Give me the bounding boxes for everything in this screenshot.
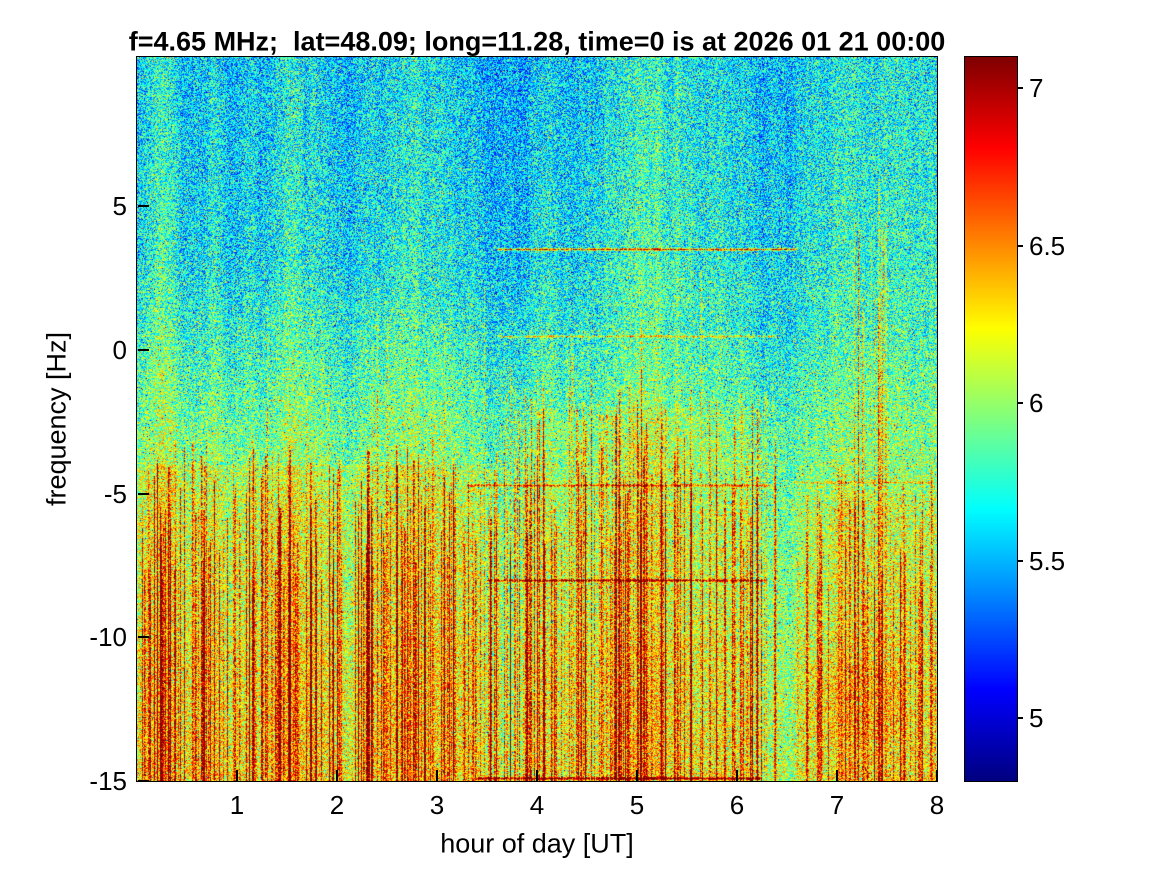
y-tick-label: 0 <box>112 335 127 366</box>
colorbar-tick-label: 6 <box>1029 388 1044 419</box>
x-tick-mark <box>236 770 238 781</box>
y-tick-label: -10 <box>89 622 127 653</box>
x-tick-label: 4 <box>529 790 545 820</box>
x-tick-mark <box>736 770 738 781</box>
colorbar-tick-mark <box>1017 87 1023 90</box>
x-tick-mark <box>436 770 438 781</box>
colorbar-tick-label: 5 <box>1029 703 1044 734</box>
colorbar-tick-mark <box>1017 402 1023 405</box>
x-axis-label: hour of day [UT] <box>440 828 634 859</box>
y-tick-label: 5 <box>112 191 127 222</box>
x-tick-label: 3 <box>429 790 445 820</box>
colorbar-tick-label: 5.5 <box>1029 545 1066 576</box>
x-tick-label: 7 <box>829 790 845 820</box>
x-tick-mark <box>836 770 838 781</box>
x-tick-mark <box>336 770 338 781</box>
x-tick-label: 8 <box>929 790 945 820</box>
colorbar-tick-label: 7 <box>1029 73 1044 104</box>
x-tick-mark <box>536 770 538 781</box>
x-tick-label: 1 <box>229 790 245 820</box>
y-tick-label: -5 <box>103 478 127 509</box>
y-tick-label: -15 <box>89 766 127 796</box>
colorbar <box>964 56 1018 782</box>
chart-title: f=4.65 MHz; lat=48.09; long=11.28, time=… <box>128 26 946 57</box>
x-tick-label: 2 <box>329 790 345 820</box>
y-tick-mark <box>138 780 149 782</box>
colorbar-tick-label: 6.5 <box>1029 230 1066 261</box>
spectrogram-heatmap <box>136 56 938 782</box>
colorbar-tick-mark <box>1017 717 1023 720</box>
y-tick-mark <box>138 349 149 352</box>
colorbar-tick-mark <box>1017 244 1023 247</box>
x-tick-mark <box>936 770 938 781</box>
colorbar-tick-mark <box>1017 559 1023 562</box>
y-tick-mark <box>138 205 149 208</box>
y-tick-mark <box>138 492 149 495</box>
x-tick-mark <box>636 770 638 781</box>
x-tick-label: 6 <box>729 790 745 820</box>
x-tick-label: 5 <box>629 790 645 820</box>
y-tick-mark <box>138 636 149 639</box>
